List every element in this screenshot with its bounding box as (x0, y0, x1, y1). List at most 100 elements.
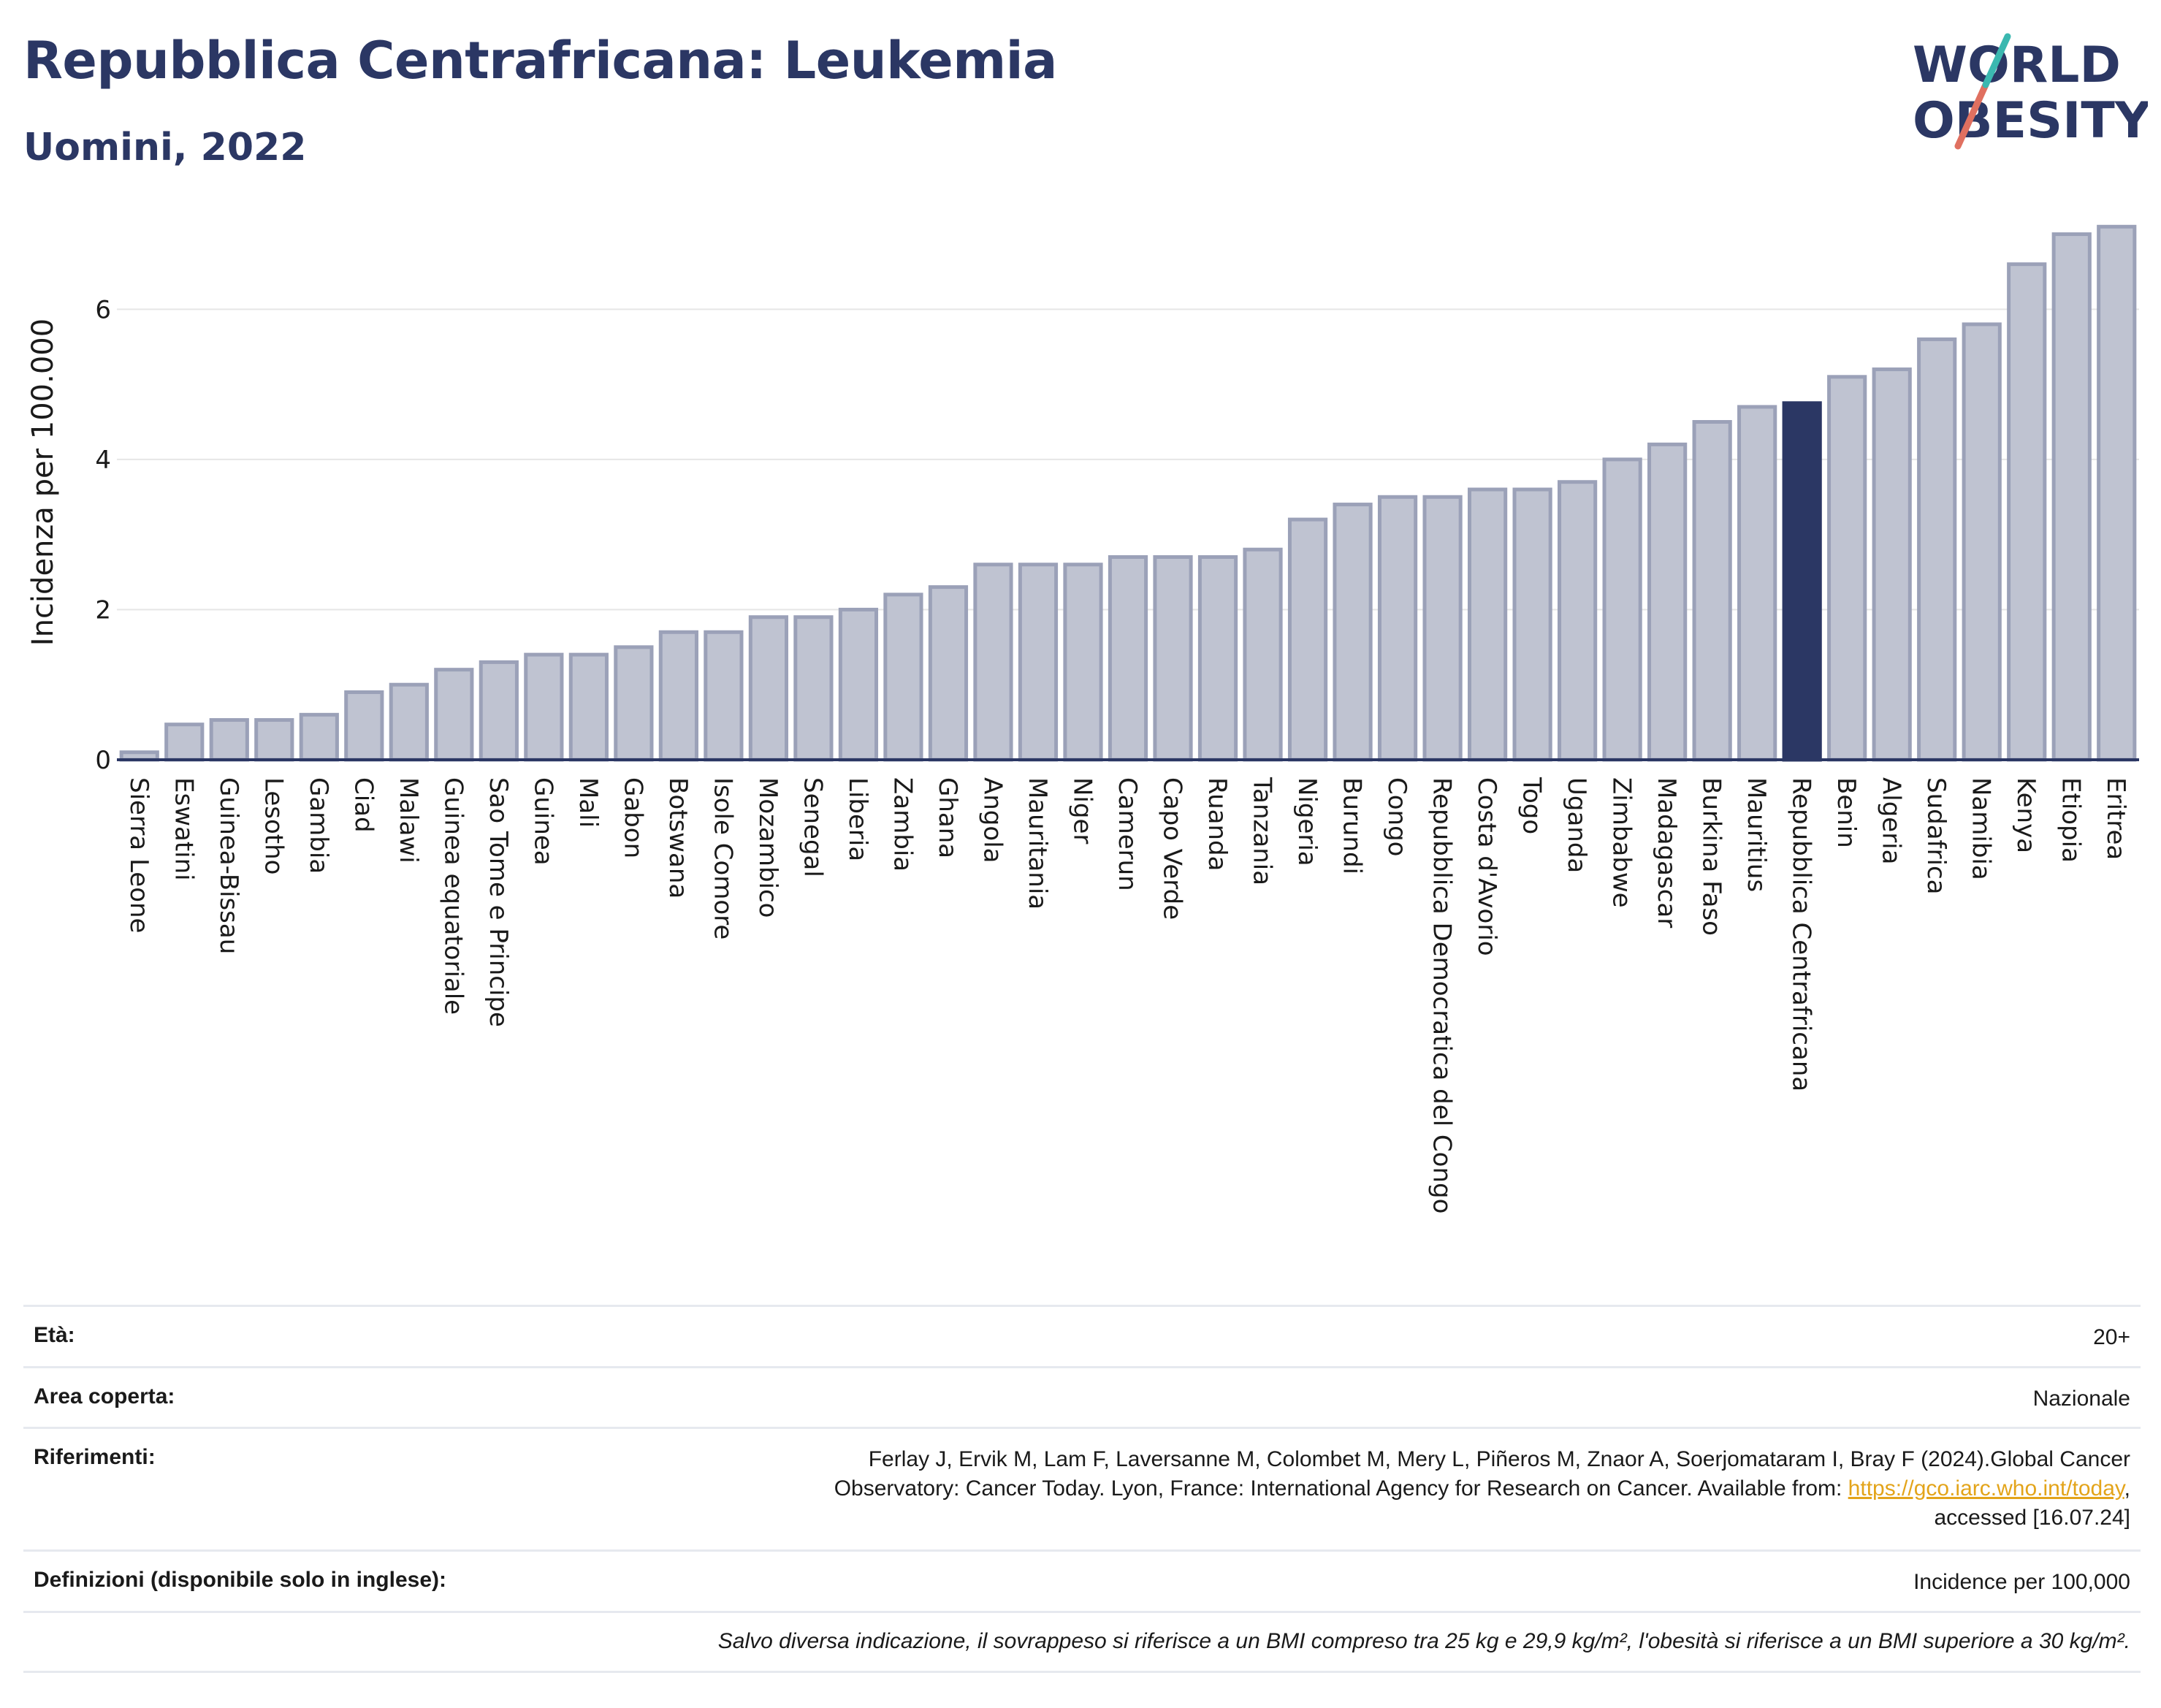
x-tick-label: Ghana (933, 777, 962, 858)
bar (1287, 517, 1328, 762)
bar (1872, 367, 1912, 762)
x-tick-label: Sao Tome e Principe (484, 777, 513, 1027)
x-tick-label: Ciad (348, 777, 378, 833)
x-tick-label: Repubblica Centrafricana (1787, 777, 1816, 1091)
x-tick-label: Uganda (1562, 777, 1591, 873)
logo-slash-lower (1954, 81, 1989, 150)
bar (2051, 232, 2092, 762)
bar (1737, 405, 1777, 762)
bar (1692, 420, 1732, 762)
y-tick-label: 6 (95, 295, 111, 324)
references-value: Ferlay J, Ervik M, Lam F, Laversanne M, … (834, 1445, 2130, 1533)
bar (1512, 487, 1552, 762)
x-tick-label: Togo (1517, 777, 1547, 834)
bar (1018, 563, 1059, 762)
bar (1558, 480, 1598, 762)
x-tick-label: Angola (977, 777, 1007, 863)
bar (1153, 555, 1193, 762)
tick-labels: 0 2 4 6 Sierra Leone Eswatini Guinea-Bissau Les… (95, 295, 2130, 1213)
y-tick-label: 0 (95, 746, 111, 775)
area-value: Nazionale (2032, 1387, 2130, 1411)
x-tick-label: Gabon (618, 777, 647, 858)
x-tick-label: Algeria (1877, 777, 1906, 864)
references-line1: Ferlay J, Ervik M, Lam F, Laversanne M, … (868, 1447, 2130, 1471)
x-tick-label: Eritrea (2101, 777, 2130, 860)
bar (928, 585, 969, 762)
info-row-definitions: Definizioni (disponibile solo in inglese… (23, 1549, 2141, 1611)
x-tick-label: Niger (1067, 777, 1097, 844)
x-tick-label: Namibia (1967, 777, 1996, 880)
info-row-references: Riferimenti: Ferlay J, Ervik M, Lam F, L… (23, 1427, 2141, 1549)
x-tick-label: Botswana (663, 777, 693, 899)
bar (568, 652, 609, 762)
bar (658, 630, 698, 762)
bar (479, 660, 519, 762)
logo-line2: OBESITY (1913, 92, 2148, 150)
bar (434, 668, 474, 762)
x-tick-label: Tanzania (1248, 777, 1277, 885)
area-label: Area coperta: (34, 1384, 175, 1408)
references-link[interactable]: https://gco.iarc.who.int/today (1848, 1476, 2124, 1501)
bar (1827, 375, 1867, 762)
info-row-age: Età: 20+ (23, 1305, 2141, 1366)
x-tick-label: Isole Comore (708, 777, 737, 939)
bar (793, 615, 834, 762)
x-tick-label: Eswatini (169, 777, 198, 881)
x-tick-label: Guinea equatoriale (438, 777, 468, 1015)
x-tick-label: Sudafrica (1921, 777, 1951, 894)
references-line2: Observatory: Cancer Today. Lyon, France:… (834, 1476, 1848, 1501)
x-tick-label: Guinea-Bissau (214, 777, 243, 954)
x-tick-label: Kenya (2011, 777, 2040, 853)
bar (2097, 224, 2137, 762)
info-table: Età: 20+ Area coperta: Nazionale Riferim… (23, 1305, 2141, 1673)
world-obesity-logo: WORLD OBESITY (1913, 33, 2148, 150)
x-tick-label: Malawi (394, 777, 423, 863)
bar (1197, 555, 1238, 762)
bar (164, 723, 205, 762)
y-tick-label: 2 (95, 595, 111, 625)
bars (119, 224, 2137, 762)
info-row-area: Area coperta: Nazionale (23, 1366, 2141, 1427)
bar (1962, 322, 2002, 762)
bmi-note: Salvo diversa indicazione, il sovrappeso… (717, 1629, 2130, 1653)
x-tick-label: Benin (1832, 777, 1861, 848)
bar (973, 563, 1013, 762)
references-comma: , (2124, 1476, 2130, 1501)
definitions-value: Incidence per 100,000 (1913, 1570, 2130, 1594)
bar (704, 630, 744, 762)
definitions-label: Definizioni (disponibile solo in inglese… (34, 1568, 447, 1592)
bar (1917, 337, 1957, 762)
x-tick-label: Congo (1382, 777, 1411, 856)
x-tick-label: Sierra Leone (124, 777, 153, 933)
x-tick-label: Mauritania (1023, 777, 1052, 910)
bar (1333, 503, 1373, 762)
bar (254, 718, 294, 762)
y-axis-label: Incidenza per 100.000 (26, 319, 60, 646)
info-row-note: Salvo diversa indicazione, il sovrappeso… (23, 1611, 2141, 1671)
x-tick-label: Mauritius (1742, 777, 1771, 892)
chart-title: Repubblica Centrafricana: Leukemia (23, 31, 1057, 91)
bar (1377, 495, 1418, 762)
bar (1108, 555, 1148, 762)
references-line3: accessed [16.07.24] (1934, 1506, 2130, 1530)
x-tick-label: Burkina Faso (1697, 777, 1726, 936)
x-tick-label: Mozambico (753, 777, 782, 918)
bar (883, 592, 923, 762)
bar-chart: 0 2 4 6 Sierra Leone Eswatini Guinea-Bissau Les… (26, 224, 2139, 1213)
bar (1602, 457, 1642, 762)
x-tick-label: Etiopia (2057, 777, 2086, 863)
bar (1467, 487, 1508, 762)
x-tick-label: Madagascar (1652, 777, 1681, 928)
x-tick-label: Camerun (1113, 777, 1142, 891)
bar (344, 690, 384, 762)
bar (299, 712, 339, 762)
bar (614, 645, 654, 762)
x-tick-label: Costa d'Avorio (1472, 777, 1501, 956)
bar (389, 682, 429, 762)
x-tick-label: Zimbabwe (1607, 777, 1636, 908)
references-label: Riferimenti: (34, 1445, 156, 1469)
chart-subtitle: Uomini, 2022 (23, 126, 307, 169)
bar (209, 718, 249, 762)
table-bottom-border (23, 1671, 2141, 1673)
logo-line1: WORLD (1913, 37, 2121, 94)
